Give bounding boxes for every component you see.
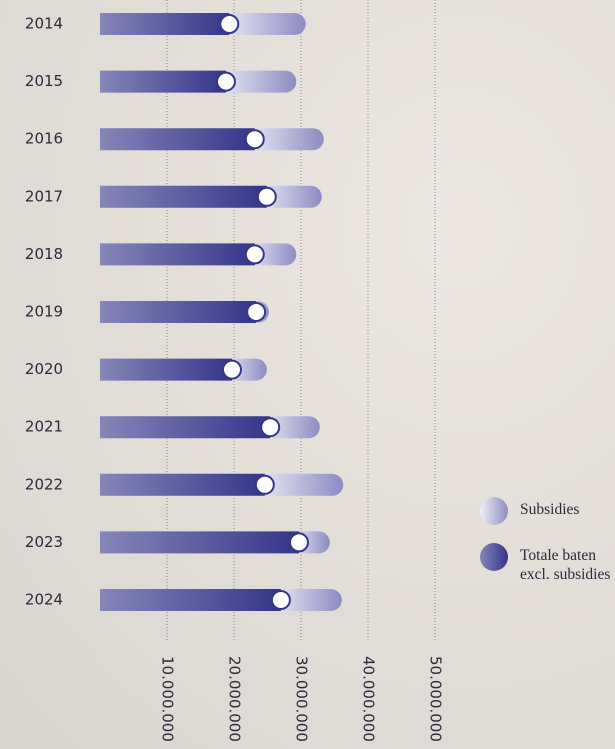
bar-segment — [100, 70, 226, 93]
boundary-marker — [288, 532, 309, 553]
bar-segment — [100, 473, 265, 496]
bar-segment — [100, 128, 255, 151]
bar-segment — [253, 473, 344, 496]
bar-segment — [100, 531, 299, 554]
y-tick-label: 2016 — [25, 130, 63, 148]
y-tick-label: 2018 — [25, 245, 63, 263]
boundary-marker — [270, 590, 291, 610]
boundary-marker — [244, 129, 265, 150]
boundary-marker — [221, 359, 242, 380]
y-tick-label: 2014 — [25, 15, 63, 33]
bar-segment — [100, 185, 267, 208]
bar-segment — [100, 243, 255, 266]
boundary-marker — [246, 302, 267, 322]
legend: Subsidies Totale baten excl. subsidies — [480, 497, 615, 602]
boundary-marker — [219, 14, 240, 34]
legend-item: Subsidies — [480, 497, 615, 525]
bar-segment — [100, 589, 281, 611]
boundary-marker — [260, 417, 281, 438]
x-tick-label: 20.000.000 — [226, 656, 244, 742]
boundary-marker — [256, 186, 277, 207]
bar-segment — [214, 70, 297, 93]
bar-segment — [243, 128, 324, 151]
bar-segment — [100, 13, 230, 35]
x-tick-label: 40.000.000 — [360, 656, 378, 742]
y-tick-label: 2017 — [25, 187, 63, 205]
y-tick-label: 2023 — [25, 533, 63, 551]
y-tick-label: 2019 — [25, 303, 63, 321]
x-tick-label: 30.000.000 — [293, 656, 311, 742]
y-tick-label: 2015 — [25, 72, 63, 90]
boundary-marker — [244, 244, 265, 265]
boundary-marker — [215, 71, 236, 92]
x-tick-label: 10.000.000 — [159, 656, 177, 742]
legend-label: Subsidies — [520, 501, 580, 518]
bar-segment — [100, 358, 232, 381]
bar-segment — [218, 13, 306, 35]
x-tick-label: 50.000.000 — [427, 656, 445, 742]
boundary-marker — [254, 474, 275, 495]
legend-swatch — [480, 497, 508, 525]
y-tick-label: 2021 — [25, 418, 63, 436]
bar-segment — [100, 301, 257, 323]
legend-swatch — [480, 543, 508, 571]
legend-label: Totale baten excl. subsidies — [520, 547, 611, 583]
bar-segment — [100, 416, 271, 439]
legend-item: Totale baten excl. subsidies — [480, 543, 615, 584]
y-tick-label: 2022 — [25, 475, 63, 493]
y-tick-label: 2020 — [25, 360, 63, 378]
y-tick-label: 2024 — [25, 591, 63, 609]
